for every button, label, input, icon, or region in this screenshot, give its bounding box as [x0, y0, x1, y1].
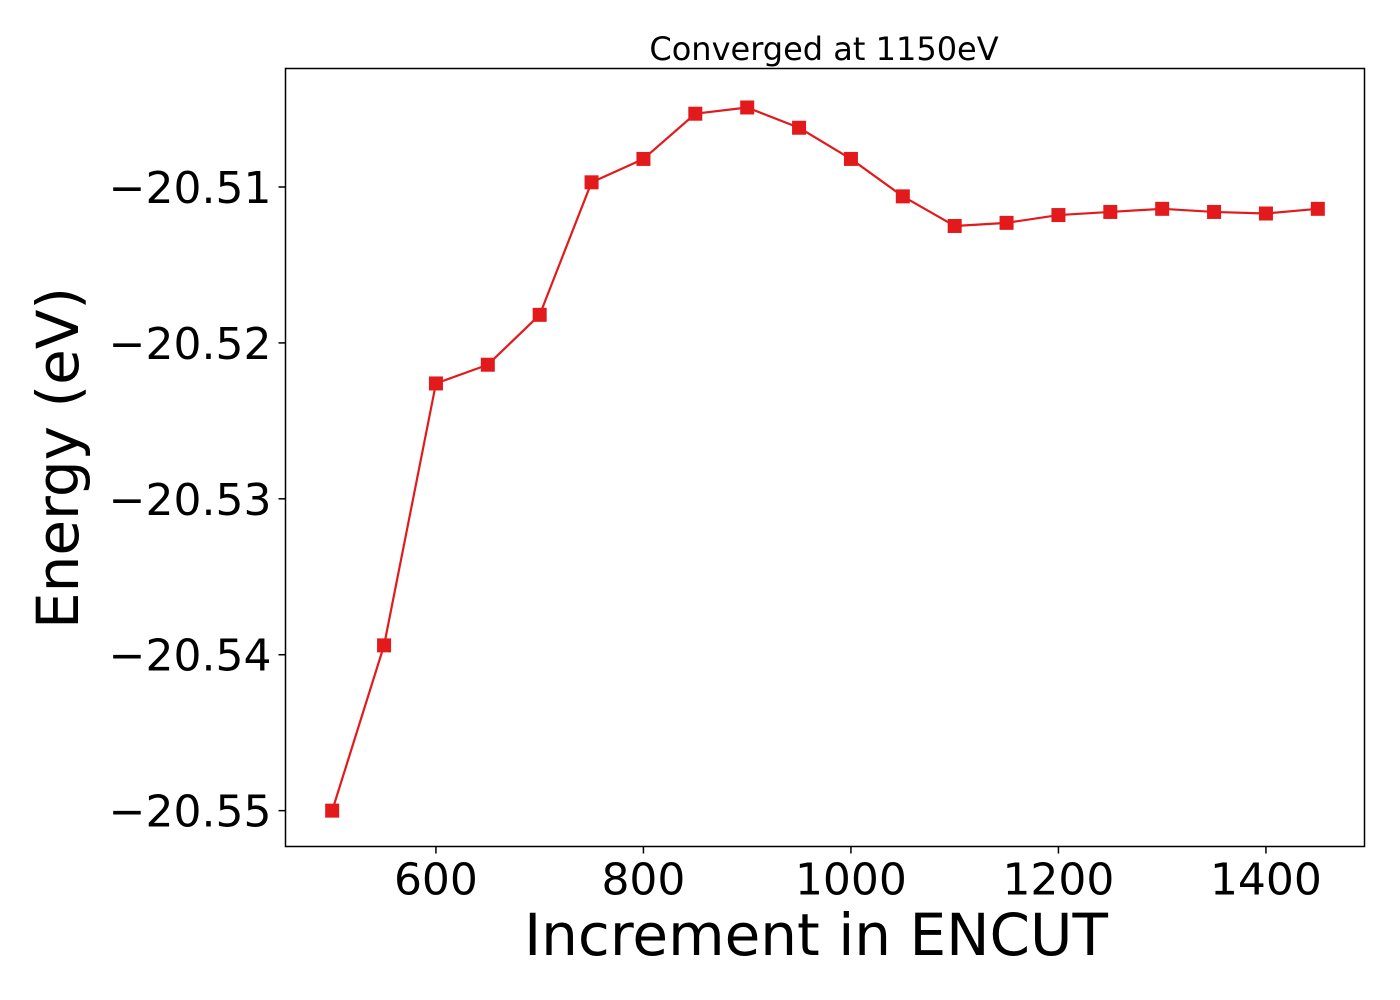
data-point-marker: [325, 803, 340, 818]
plot-area-frame: [284, 67, 1366, 848]
x-axis-label: Increment in ENCUT: [524, 901, 1108, 969]
series-layer: [325, 100, 1325, 818]
data-point-marker: [792, 120, 807, 135]
data-point-marker: [999, 215, 1014, 230]
y-tick-label: −20.55: [109, 787, 272, 838]
data-point-marker: [636, 151, 651, 166]
data-point-marker: [947, 218, 962, 233]
data-point-marker: [1207, 204, 1222, 219]
chart-title: Converged at 1150eV: [649, 30, 998, 68]
data-point-marker: [1258, 206, 1273, 221]
data-point-marker: [532, 307, 547, 322]
data-point-marker: [428, 376, 443, 391]
y-tick-label: −20.53: [109, 475, 272, 526]
data-point-marker: [1310, 201, 1325, 216]
data-point-marker: [1155, 201, 1170, 216]
y-tick-label: −20.51: [109, 163, 272, 214]
data-point-marker: [377, 638, 392, 653]
x-tick-label: 1000: [795, 855, 907, 906]
series-line: [331, 106, 1318, 811]
x-tick-label: 1400: [1210, 855, 1322, 906]
x-axis: 600 800 1000 1200 1400: [394, 846, 1322, 906]
data-point-marker: [1103, 204, 1118, 219]
data-point-marker: [584, 175, 599, 190]
data-point-marker: [843, 151, 858, 166]
y-axis-label: Energy (eV): [24, 287, 92, 629]
y-tick-label: −20.52: [109, 319, 272, 370]
y-tick-label: −20.54: [109, 631, 272, 682]
data-point-marker: [688, 106, 703, 121]
y-axis: −20.51 −20.52 −20.53 −20.54 −20.55: [109, 163, 286, 838]
x-tick-label: 800: [601, 855, 685, 906]
data-point-marker: [1051, 208, 1066, 223]
data-point-marker: [895, 189, 910, 204]
x-tick-label: 600: [394, 855, 478, 906]
data-point-marker: [740, 100, 755, 115]
x-tick-label: 1200: [1002, 855, 1114, 906]
data-point-marker: [480, 357, 495, 372]
